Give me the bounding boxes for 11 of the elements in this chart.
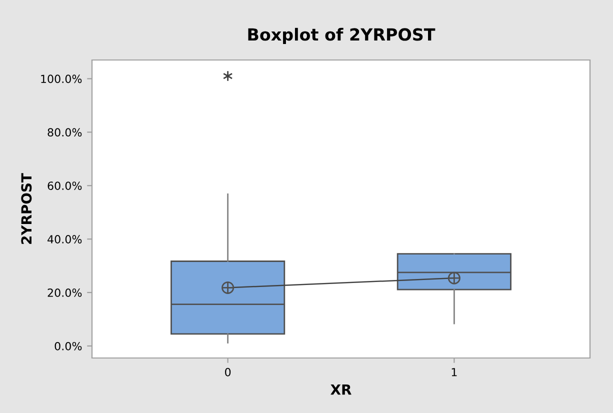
y-axis-title: 2YRPOST [21, 173, 32, 244]
chart-title: Boxplot of 2YRPOST [248, 28, 436, 44]
y-tick-label: 20.0% [48, 288, 82, 297]
x-axis-title: XR [330, 384, 352, 395]
y-tick-label: 0.0% [54, 342, 82, 350]
y-tick-label: 80.0% [48, 128, 82, 137]
y-tick-label: 40.0% [48, 235, 82, 244]
y-tick-label: 60.0% [48, 182, 82, 190]
x-tick-label: 0 [225, 368, 231, 376]
y-tick-label: 100.0% [41, 74, 82, 84]
x-tick-label: 1 [452, 368, 457, 376]
